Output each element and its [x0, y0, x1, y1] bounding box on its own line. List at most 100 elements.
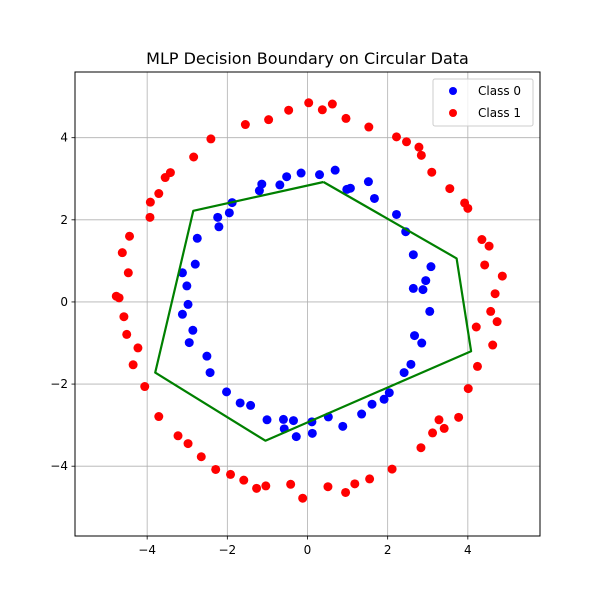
data-point-class-0: [384, 388, 394, 398]
data-point-class-0: [291, 432, 301, 442]
data-point-class-1: [471, 322, 481, 332]
data-point-class-1: [261, 481, 271, 491]
y-tick-label: 0: [60, 295, 68, 309]
data-point-class-0: [190, 259, 200, 269]
data-point-class-1: [173, 431, 183, 441]
y-tick-label: −4: [50, 459, 68, 473]
data-point-class-0: [417, 338, 427, 348]
x-tick-label: 4: [464, 543, 472, 557]
series-class-0: [177, 165, 436, 442]
legend-label-class-0: Class 0: [478, 84, 521, 98]
data-point-class-1: [477, 235, 487, 245]
data-point-class-1: [119, 312, 129, 322]
data-point-class-1: [428, 428, 438, 438]
y-tick-label: −2: [50, 377, 68, 391]
data-point-class-1: [490, 289, 500, 299]
data-point-class-1: [128, 360, 138, 370]
data-point-class-1: [486, 306, 496, 316]
data-point-class-1: [264, 115, 274, 125]
data-point-class-0: [222, 387, 232, 397]
data-point-class-0: [342, 184, 352, 194]
data-point-class-0: [246, 400, 256, 410]
axis-ticks: −4 −2 0 2 4 −4 −2 0 2 4: [50, 131, 471, 557]
data-point-class-1: [145, 197, 155, 207]
data-point-class-0: [296, 168, 306, 178]
data-point-class-1: [391, 132, 401, 142]
data-point-class-1: [122, 329, 132, 339]
data-point-class-1: [427, 167, 437, 177]
data-point-class-1: [240, 120, 250, 130]
y-tick-label: 4: [60, 131, 68, 145]
data-point-class-1: [472, 361, 482, 371]
data-point-class-1: [140, 382, 150, 392]
data-point-class-1: [480, 260, 490, 270]
data-point-class-0: [235, 398, 245, 408]
data-point-class-1: [183, 439, 193, 449]
data-point-class-0: [282, 172, 292, 182]
data-point-class-0: [177, 309, 187, 319]
legend-marker-class-0: [449, 87, 457, 95]
data-point-class-0: [363, 177, 373, 187]
data-point-class-0: [399, 368, 409, 378]
data-point-class-1: [416, 443, 426, 453]
data-point-class-1: [189, 152, 199, 162]
data-point-class-1: [341, 487, 351, 497]
data-point-class-1: [488, 340, 498, 350]
data-point-class-1: [154, 412, 164, 422]
grid: [75, 72, 540, 536]
data-point-class-0: [369, 193, 379, 203]
data-point-class-0: [418, 285, 428, 295]
legend-label-class-1: Class 1: [478, 106, 521, 120]
data-point-class-1: [416, 150, 426, 160]
data-point-class-1: [211, 464, 221, 474]
data-point-class-1: [463, 203, 473, 213]
data-point-class-1: [341, 113, 351, 123]
data-point-class-0: [410, 331, 420, 341]
data-point-class-0: [202, 351, 212, 361]
data-point-class-1: [439, 423, 449, 433]
data-point-class-0: [205, 368, 215, 378]
data-point-class-1: [196, 452, 206, 462]
data-point-class-1: [323, 482, 333, 492]
data-point-class-0: [408, 250, 418, 260]
chart-title: MLP Decision Boundary on Circular Data: [146, 49, 469, 68]
data-point-class-1: [117, 248, 127, 258]
series-class-1: [111, 98, 507, 503]
data-point-class-1: [160, 173, 170, 183]
data-point-class-0: [182, 281, 192, 291]
data-point-class-0: [275, 180, 285, 190]
data-point-class-0: [338, 421, 348, 431]
data-point-class-1: [492, 317, 502, 327]
data-point-class-0: [421, 276, 431, 286]
legend: Class 0 Class 1: [432, 78, 534, 127]
data-point-class-0: [254, 186, 264, 196]
decision-boundary-layer: [154, 180, 473, 442]
data-point-class-0: [184, 338, 194, 348]
data-point-class-1: [111, 291, 121, 301]
data-point-class-1: [239, 475, 249, 485]
data-point-class-0: [426, 262, 436, 272]
data-point-class-1: [298, 493, 308, 503]
data-point-class-0: [408, 283, 418, 293]
x-tick-label: −2: [218, 543, 236, 557]
x-tick-label: 0: [304, 543, 312, 557]
x-tick-label: 2: [384, 543, 392, 557]
data-point-class-1: [350, 479, 360, 489]
data-point-class-1: [154, 189, 164, 199]
data-point-class-1: [327, 99, 337, 109]
data-point-class-0: [315, 170, 325, 180]
data-point-class-1: [125, 231, 135, 241]
data-point-class-1: [304, 98, 314, 108]
data-point-class-1: [206, 134, 216, 144]
scatter-points: [111, 98, 507, 503]
data-point-class-0: [192, 233, 202, 243]
data-point-class-1: [133, 343, 143, 353]
data-point-class-1: [123, 268, 133, 278]
legend-frame: [432, 78, 534, 127]
data-point-class-1: [252, 483, 262, 493]
data-point-class-1: [484, 241, 494, 251]
data-point-class-0: [379, 394, 389, 404]
data-point-class-1: [463, 384, 473, 394]
data-point-class-1: [226, 469, 236, 479]
